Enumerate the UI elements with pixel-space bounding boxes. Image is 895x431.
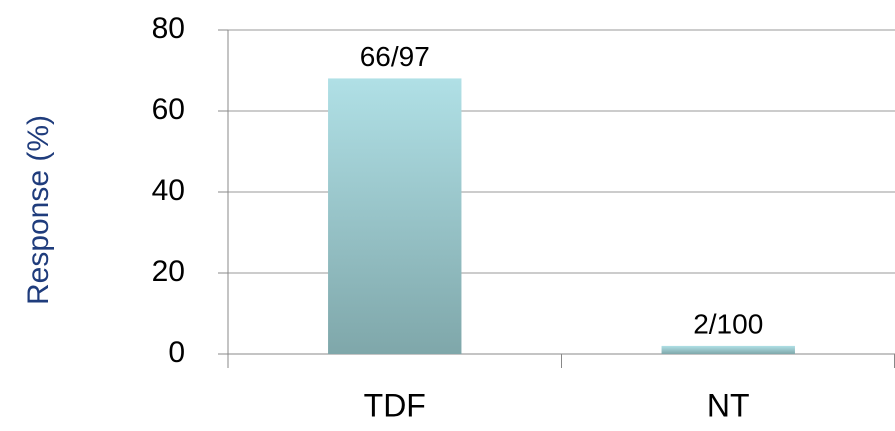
x-tick-label: TDF xyxy=(364,387,426,423)
y-tick-label: 0 xyxy=(168,336,185,369)
bar xyxy=(328,78,462,355)
y-tick-label: 20 xyxy=(152,255,185,288)
y-axis-title: Response (%) xyxy=(22,115,55,305)
y-tick-label: 80 xyxy=(152,12,185,45)
y-tick-label: 40 xyxy=(152,174,185,207)
value-label: 66/97 xyxy=(360,41,430,72)
y-tick-label: 60 xyxy=(152,93,185,126)
x-tick-label: NT xyxy=(707,387,750,423)
bar xyxy=(661,345,795,354)
value-label: 2/100 xyxy=(693,308,763,339)
